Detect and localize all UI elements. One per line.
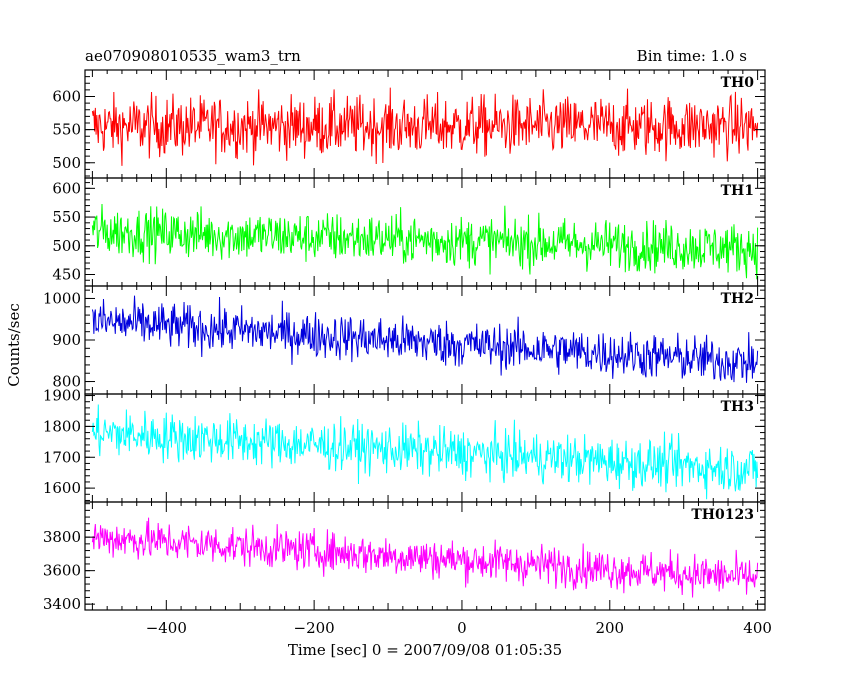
panel-label: TH0123 <box>691 507 754 523</box>
panel-th3: 1600 1700 1800 1900 TH3 <box>43 387 766 503</box>
x-tick-label: 0 <box>457 619 467 637</box>
series-line-th3 <box>91 404 759 500</box>
y-axis-label: Counts/sec <box>5 303 23 387</box>
panel-label: TH0 <box>721 75 755 91</box>
bin-time-label: Bin time: 1.0 s <box>637 47 747 65</box>
panel-th2: 800 900 1000 TH2 <box>43 285 766 395</box>
y-tick-label: 550 <box>52 208 81 226</box>
series-line-th0 <box>91 87 759 166</box>
panel-frame <box>84 501 766 611</box>
x-tick-label: 200 <box>595 619 624 637</box>
y-tick-label: 900 <box>52 331 81 349</box>
y-tick-label: 450 <box>52 266 81 284</box>
y-tick-label: 500 <box>52 154 81 172</box>
series-line-th0123 <box>91 517 759 598</box>
y-tick-label: 3400 <box>43 595 81 613</box>
y-tick-label: 600 <box>52 179 81 197</box>
x-tick-label: 400 <box>743 619 772 637</box>
y-tick-label: 1700 <box>43 448 81 466</box>
y-tick-label: 1000 <box>43 289 81 307</box>
x-axis-label: Time [sec] 0 = 2007/09/08 01:05:35 <box>288 641 562 659</box>
y-tick-label: 1900 <box>43 387 81 405</box>
y-tick-label: 600 <box>52 88 81 106</box>
chart-title: ae070908010535_wam3_trn <box>85 47 301 65</box>
y-tick-label: 1800 <box>43 417 81 435</box>
y-tick-label: 3800 <box>43 528 81 546</box>
panel-th1: 450 500 550 600 TH1 <box>52 177 766 287</box>
series-line-th1 <box>91 204 759 280</box>
y-tick-label: 1600 <box>43 479 81 497</box>
panel-label: TH1 <box>721 183 754 199</box>
panel-label: TH2 <box>721 291 754 307</box>
y-tick-label: 550 <box>52 121 81 139</box>
x-tick-label: −200 <box>294 619 335 637</box>
y-tick-label: 3600 <box>43 562 81 580</box>
panels-layer: 500 550 600 TH0 450 500 550 600 TH1 800 900 1000 TH2… <box>43 69 772 637</box>
panel-label: TH3 <box>721 399 754 415</box>
y-tick-label: 500 <box>52 237 81 255</box>
series-line-th2 <box>91 295 759 383</box>
panel-th0123: 3400 3600 3800 TH0123 <box>43 501 766 613</box>
x-tick-label: −400 <box>146 619 187 637</box>
y-tick-label: 800 <box>52 373 81 391</box>
panel-th0: 500 550 600 TH0 <box>52 69 766 179</box>
